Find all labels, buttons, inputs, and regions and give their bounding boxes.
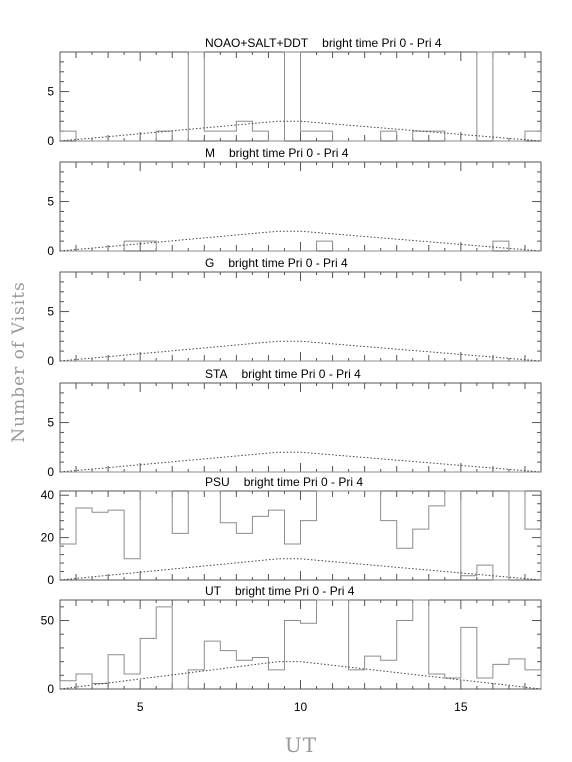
- y-tick-label: 0: [47, 244, 54, 258]
- panel-title: PSU bright time Pri 0 - Pri 4: [205, 475, 363, 489]
- panel-name: NOAO+SALT+DDT: [205, 36, 309, 50]
- panel-0: 0 5 NOAO+SALT+DDT bright time Pri 0 - Pri 4: [47, 36, 542, 148]
- panel-1: 0 5 M bright time Pri 0 - Pri 4: [47, 146, 542, 258]
- panel-frame: [59, 161, 542, 252]
- panel-4: 0 20 40 PSU bright time Pri 0 - Pri 4: [41, 475, 542, 587]
- model-curve: [59, 340, 542, 362]
- panel-subtitle: bright time Pri 0 - Pri 4: [228, 256, 348, 270]
- y-tick-label: 20: [41, 531, 55, 545]
- panel-title: STA bright time Pri 0 - Pri 4: [205, 367, 361, 381]
- x-tick-label: 15: [454, 700, 468, 714]
- model-curve: [59, 230, 542, 252]
- panel-subtitle: bright time Pri 0 - Pri 4: [322, 36, 442, 50]
- model-curve: [59, 120, 542, 142]
- panel-frame: [59, 382, 542, 473]
- panel-subtitle: bright time Pri 0 - Pri 4: [235, 584, 355, 598]
- panel-subtitle: bright time Pri 0 - Pri 4: [229, 146, 349, 160]
- histogram-series: [59, 599, 542, 690]
- panel-subtitle: bright time Pri 0 - Pri 4: [241, 367, 361, 381]
- model-curve: [59, 451, 542, 473]
- panel-name: PSU: [205, 475, 230, 489]
- x-tick-label: 5: [137, 700, 144, 714]
- panels-group: 0 5 NOAO+SALT+DDT bright time Pri 0 - Pri 4…: [41, 36, 542, 714]
- y-tick-label: 5: [47, 416, 54, 430]
- x-tick-label: 10: [294, 700, 308, 714]
- y-tick-label: 5: [47, 195, 54, 209]
- y-axis-label: Number of Visits: [9, 281, 29, 442]
- panel-name: STA: [205, 367, 227, 381]
- panel-3: 0 5 STA bright time Pri 0 - Pri 4: [47, 367, 542, 479]
- panel-title: NOAO+SALT+DDT bright time Pri 0 - Pri 4: [205, 36, 442, 50]
- histogram-series: [59, 490, 542, 581]
- x-axis-label: UT: [285, 733, 317, 757]
- y-tick-label: 0: [47, 134, 54, 148]
- panel-2: 0 5 G bright time Pri 0 - Pri 4: [47, 256, 542, 368]
- y-tick-label: 5: [47, 305, 54, 319]
- panel-frame: [59, 271, 542, 362]
- panel-name: M: [205, 146, 215, 160]
- panel-name: G: [205, 256, 214, 270]
- histogram-series: [60, 240, 541, 252]
- histogram-series: [59, 51, 542, 142]
- y-tick-label: 40: [41, 488, 55, 502]
- y-tick-label: 0: [47, 573, 54, 587]
- panel-5: 0 50 UT bright time Pri 0 - Pri 4 5 10 15: [41, 584, 542, 714]
- model-curve: [59, 558, 542, 581]
- panel-name: UT: [205, 584, 222, 598]
- panel-title: UT bright time Pri 0 - Pri 4: [205, 584, 355, 598]
- y-tick-label: 50: [41, 614, 55, 628]
- model-curve: [59, 661, 542, 690]
- panel-subtitle: bright time Pri 0 - Pri 4: [244, 475, 364, 489]
- y-tick-label: 0: [47, 465, 54, 479]
- y-tick-label: 5: [47, 85, 54, 99]
- panel-frame: [59, 599, 542, 690]
- y-tick-label: 0: [47, 682, 54, 696]
- y-tick-label: 0: [47, 354, 54, 368]
